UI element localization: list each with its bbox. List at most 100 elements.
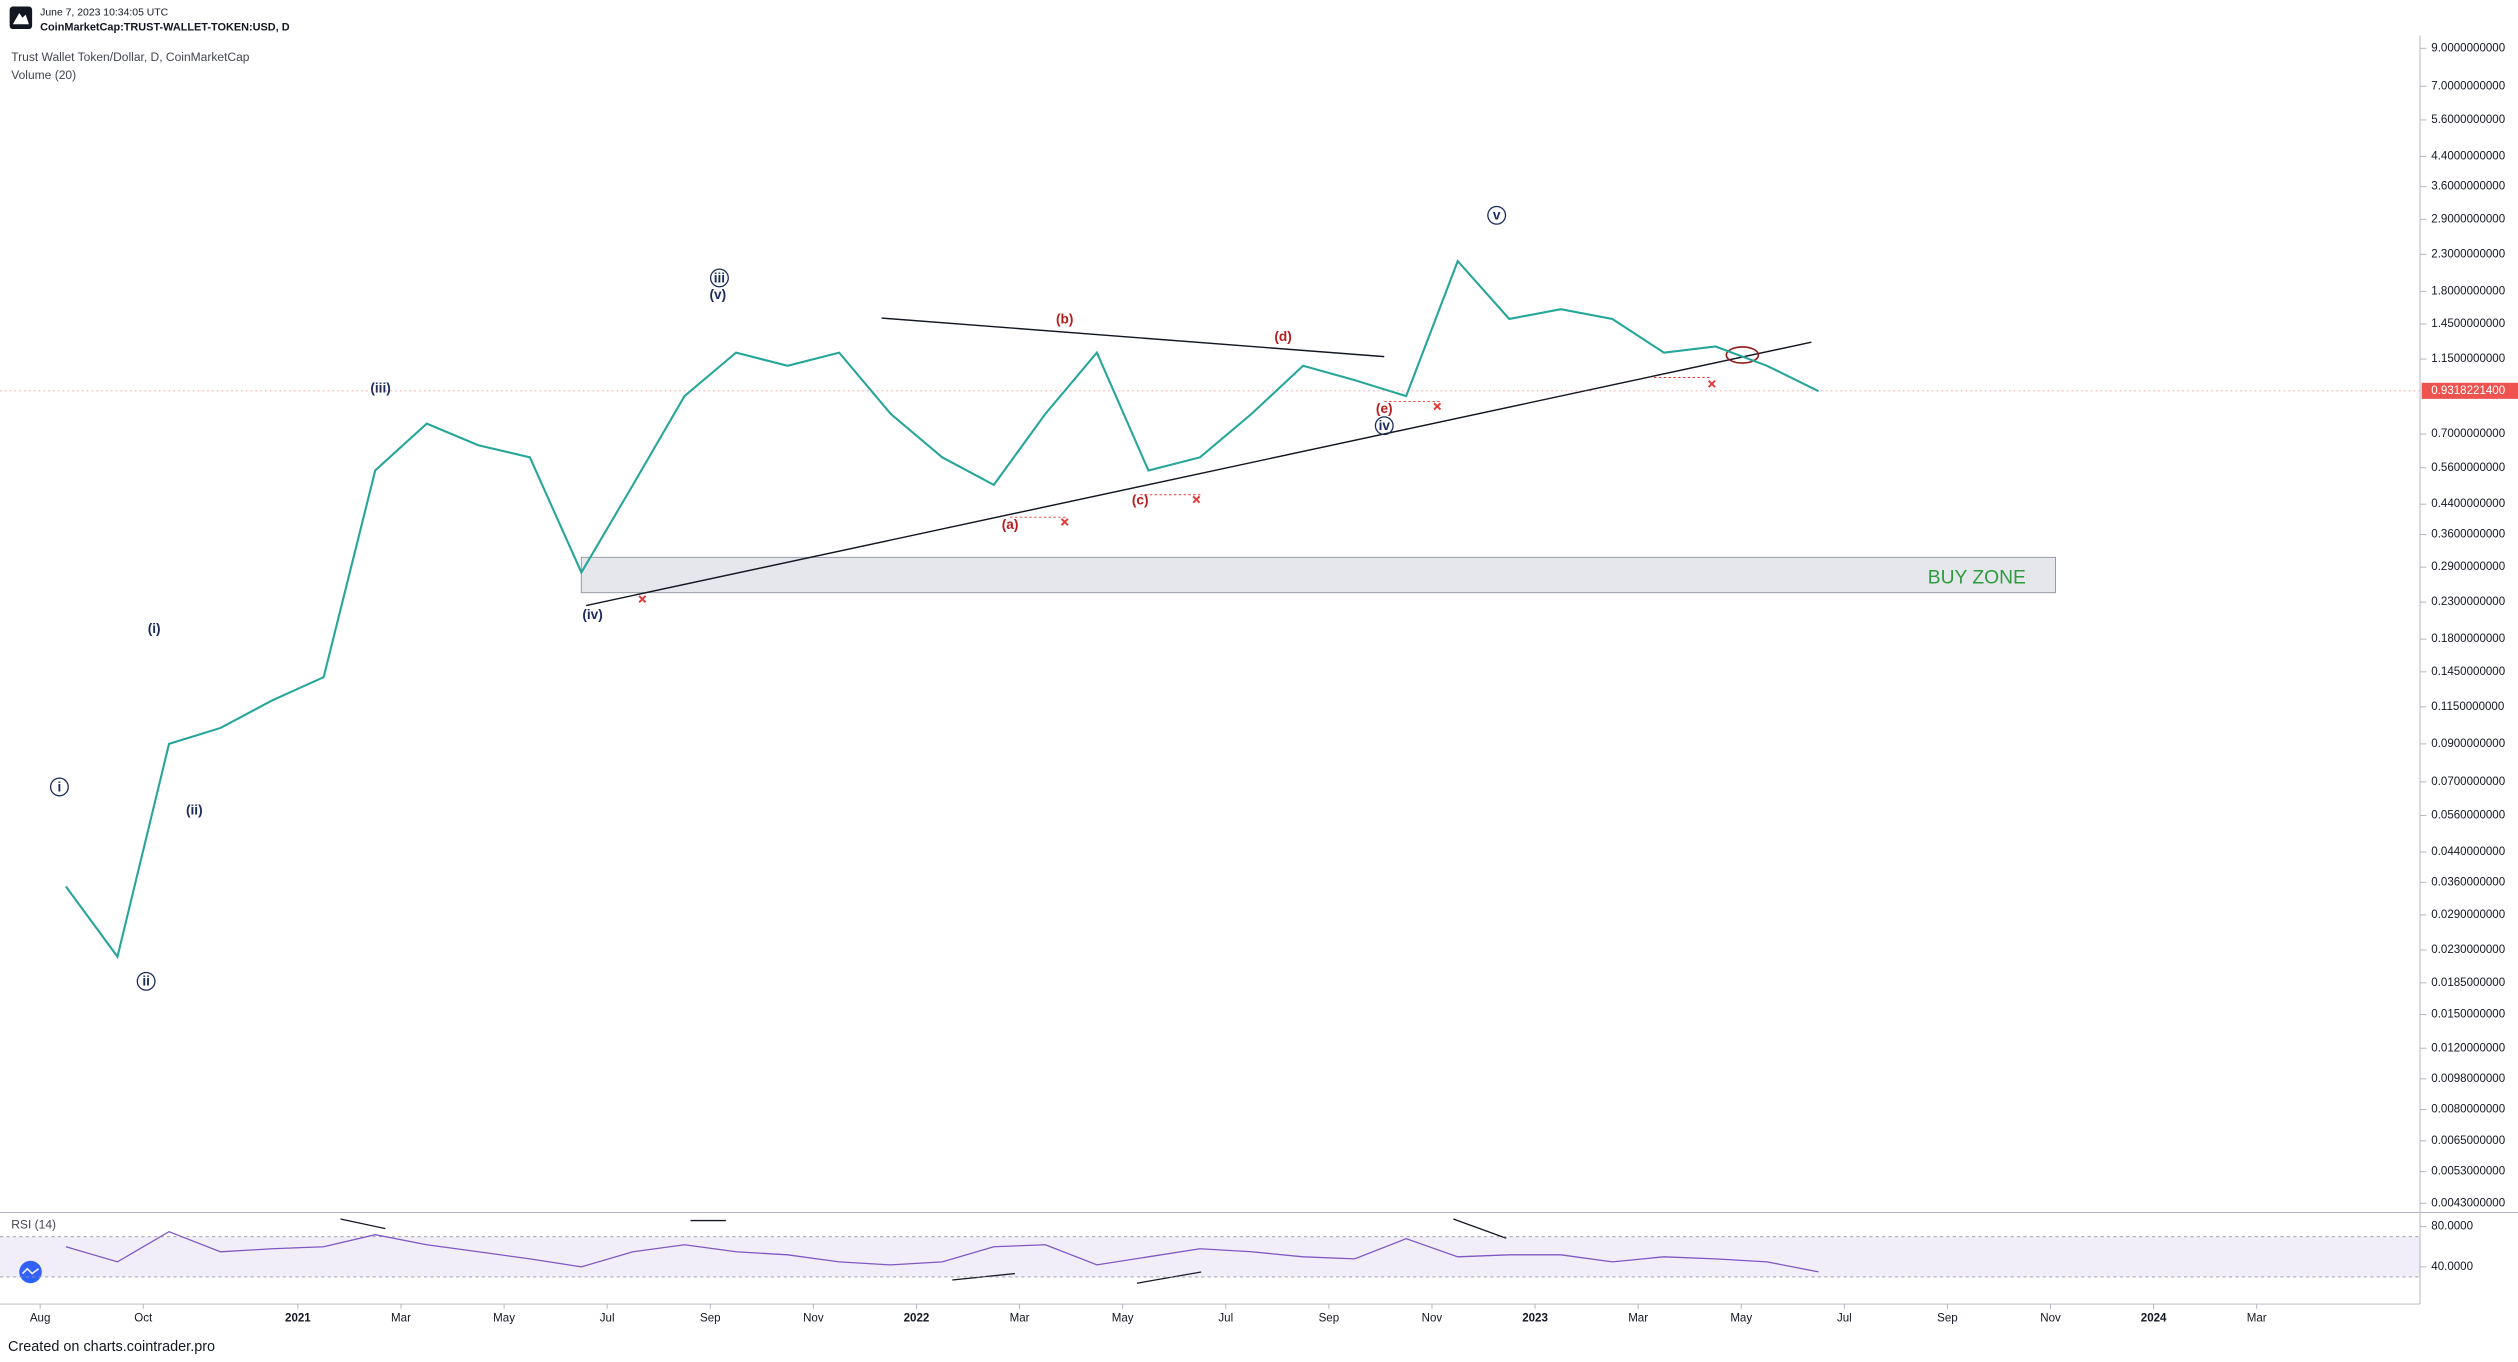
volume-label: Volume (20) [11,68,76,82]
y-tick-label: 0.0120000000 [2431,1042,2505,1054]
y-tick-label: 0.0185000000 [2431,977,2505,989]
wave-label: (e) [1376,401,1393,416]
y-tick-label: 1.4500000000 [2431,318,2505,330]
divergence-line [1453,1218,1507,1239]
header-date: June 7, 2023 10:34:05 UTC [40,8,169,19]
wave-label: iv [1379,418,1391,433]
logo-mark [12,12,29,25]
y-tick-label: 0.2300000000 [2431,596,2505,608]
x-tick-label: Aug [30,1313,51,1325]
y-tick-label: 0.0290000000 [2431,909,2505,921]
rsi-icon-mark [21,1267,40,1275]
y-tick-label: 0.0560000000 [2431,810,2505,822]
x-tick-label: 2023 [1522,1313,1548,1325]
wave-label: (ii) [186,803,203,818]
x-tick-label: Sep [700,1313,721,1325]
x-tick-label: Nov [2040,1313,2061,1325]
wave-label: (i) [148,621,161,636]
y-tick-label: 3.6000000000 [2431,181,2505,193]
buy-zone [580,556,2056,594]
wave-circle [136,971,156,991]
x-marker [1433,402,1442,411]
divergence-line [340,1218,386,1230]
y-tick-label: 9.0000000000 [2431,42,2505,54]
chart-title: Trust Wallet Token/Dollar, D, CoinMarket… [11,50,250,64]
x-tick-label: Sep [1937,1313,1958,1325]
x-tick-label: Mar [1010,1313,1030,1325]
y-tick-label: 1.8000000000 [2431,285,2505,297]
y-tick-label: 2.9000000000 [2431,213,2505,225]
rsi-band [0,1236,2421,1277]
y-tick-label: 5.6000000000 [2431,114,2505,126]
upper-trendline [881,317,1385,358]
wave-label: (iv) [582,607,602,622]
y-tick-label: 2.3000000000 [2431,248,2505,260]
x-tick-label: Jul [1837,1313,1852,1325]
price-line [65,259,1820,960]
x-tick-label: Nov [1422,1313,1443,1325]
y-tick-label: 0.7000000000 [2431,428,2505,440]
y-tick-label: 0.4400000000 [2431,498,2505,510]
y-tick-label: 4.4000000000 [2431,150,2505,162]
wave-label: (b) [1056,311,1073,326]
wave-label: (iii) [370,380,390,395]
rsi-tick-label: 40.0000 [2431,1261,2473,1273]
y-tick-label: 0.0098000000 [2431,1073,2505,1085]
x-marker [1192,495,1201,504]
x-tick-label: Nov [803,1313,824,1325]
x-tick-label: May [1730,1313,1752,1325]
y-tick-label: 1.1500000000 [2431,353,2505,365]
last-price-label: 0.9318221400 [2431,385,2505,397]
wave-label: (d) [1274,329,1291,344]
divergence-line [1136,1271,1202,1284]
x-tick-label: 2021 [285,1313,311,1325]
header-symbol: CoinMarketCap:TRUST-WALLET-TOKEN:USD, D [40,21,290,33]
invalidation-markers [638,377,1716,603]
x-marker [638,595,647,603]
y-tick-label: 0.0230000000 [2431,944,2505,956]
x-tick-label: May [493,1313,515,1325]
x-tick-label: Sep [1319,1313,1340,1325]
y-tick-label: 0.0700000000 [2431,776,2505,788]
x-marker [1060,518,1069,526]
y-tick-label: 0.1800000000 [2431,633,2505,645]
wave-circle [49,777,69,797]
x-tick-label: Mar [391,1313,411,1325]
breakdown-circle [1725,346,1760,364]
rsi-title: RSI (14) [11,1218,56,1232]
x-tick-label: Mar [1628,1313,1648,1325]
wave-label: (c) [1132,493,1149,508]
x-tick-label: May [1112,1313,1134,1325]
x-tick-label: Oct [134,1313,153,1325]
footer: Created on charts.cointrader.pro [8,1339,215,1355]
x-tick-label: Mar [2247,1313,2267,1325]
rsi-tick-label: 80.0000 [2431,1221,2473,1233]
stop-lines [1010,377,1712,518]
x-tick-label: Jul [600,1313,615,1325]
y-tick-label: 0.0053000000 [2431,1166,2505,1178]
wave-circle [1374,416,1394,436]
y-tick-label: 0.2900000000 [2431,561,2505,573]
y-tick-label: 0.0080000000 [2431,1104,2505,1116]
wave-label: (a) [1002,517,1019,532]
last-price-box [2421,382,2518,399]
wave-label: ii [142,974,150,989]
y-tick-label: 0.0043000000 [2431,1197,2505,1209]
y-tick-label: 0.0360000000 [2431,876,2505,888]
x-marker [1707,380,1716,388]
y-tick-label: 0.3600000000 [2431,529,2505,541]
y-tick-label: 0.0065000000 [2431,1135,2505,1147]
wave-label: v [1493,208,1501,223]
y-tick-label: 0.0150000000 [2431,1009,2505,1021]
y-tick-label: 0.0900000000 [2431,738,2505,750]
y-tick-label: 7.0000000000 [2431,80,2505,92]
x-tick-label: 2024 [2141,1313,2167,1325]
wave-circle [1487,205,1507,225]
lower-trendline [585,341,1812,607]
y-tick-label: 0.1150000000 [2431,701,2504,713]
y-tick-label: 0.1450000000 [2431,666,2505,678]
y-tick-label: 0.5600000000 [2431,462,2505,474]
